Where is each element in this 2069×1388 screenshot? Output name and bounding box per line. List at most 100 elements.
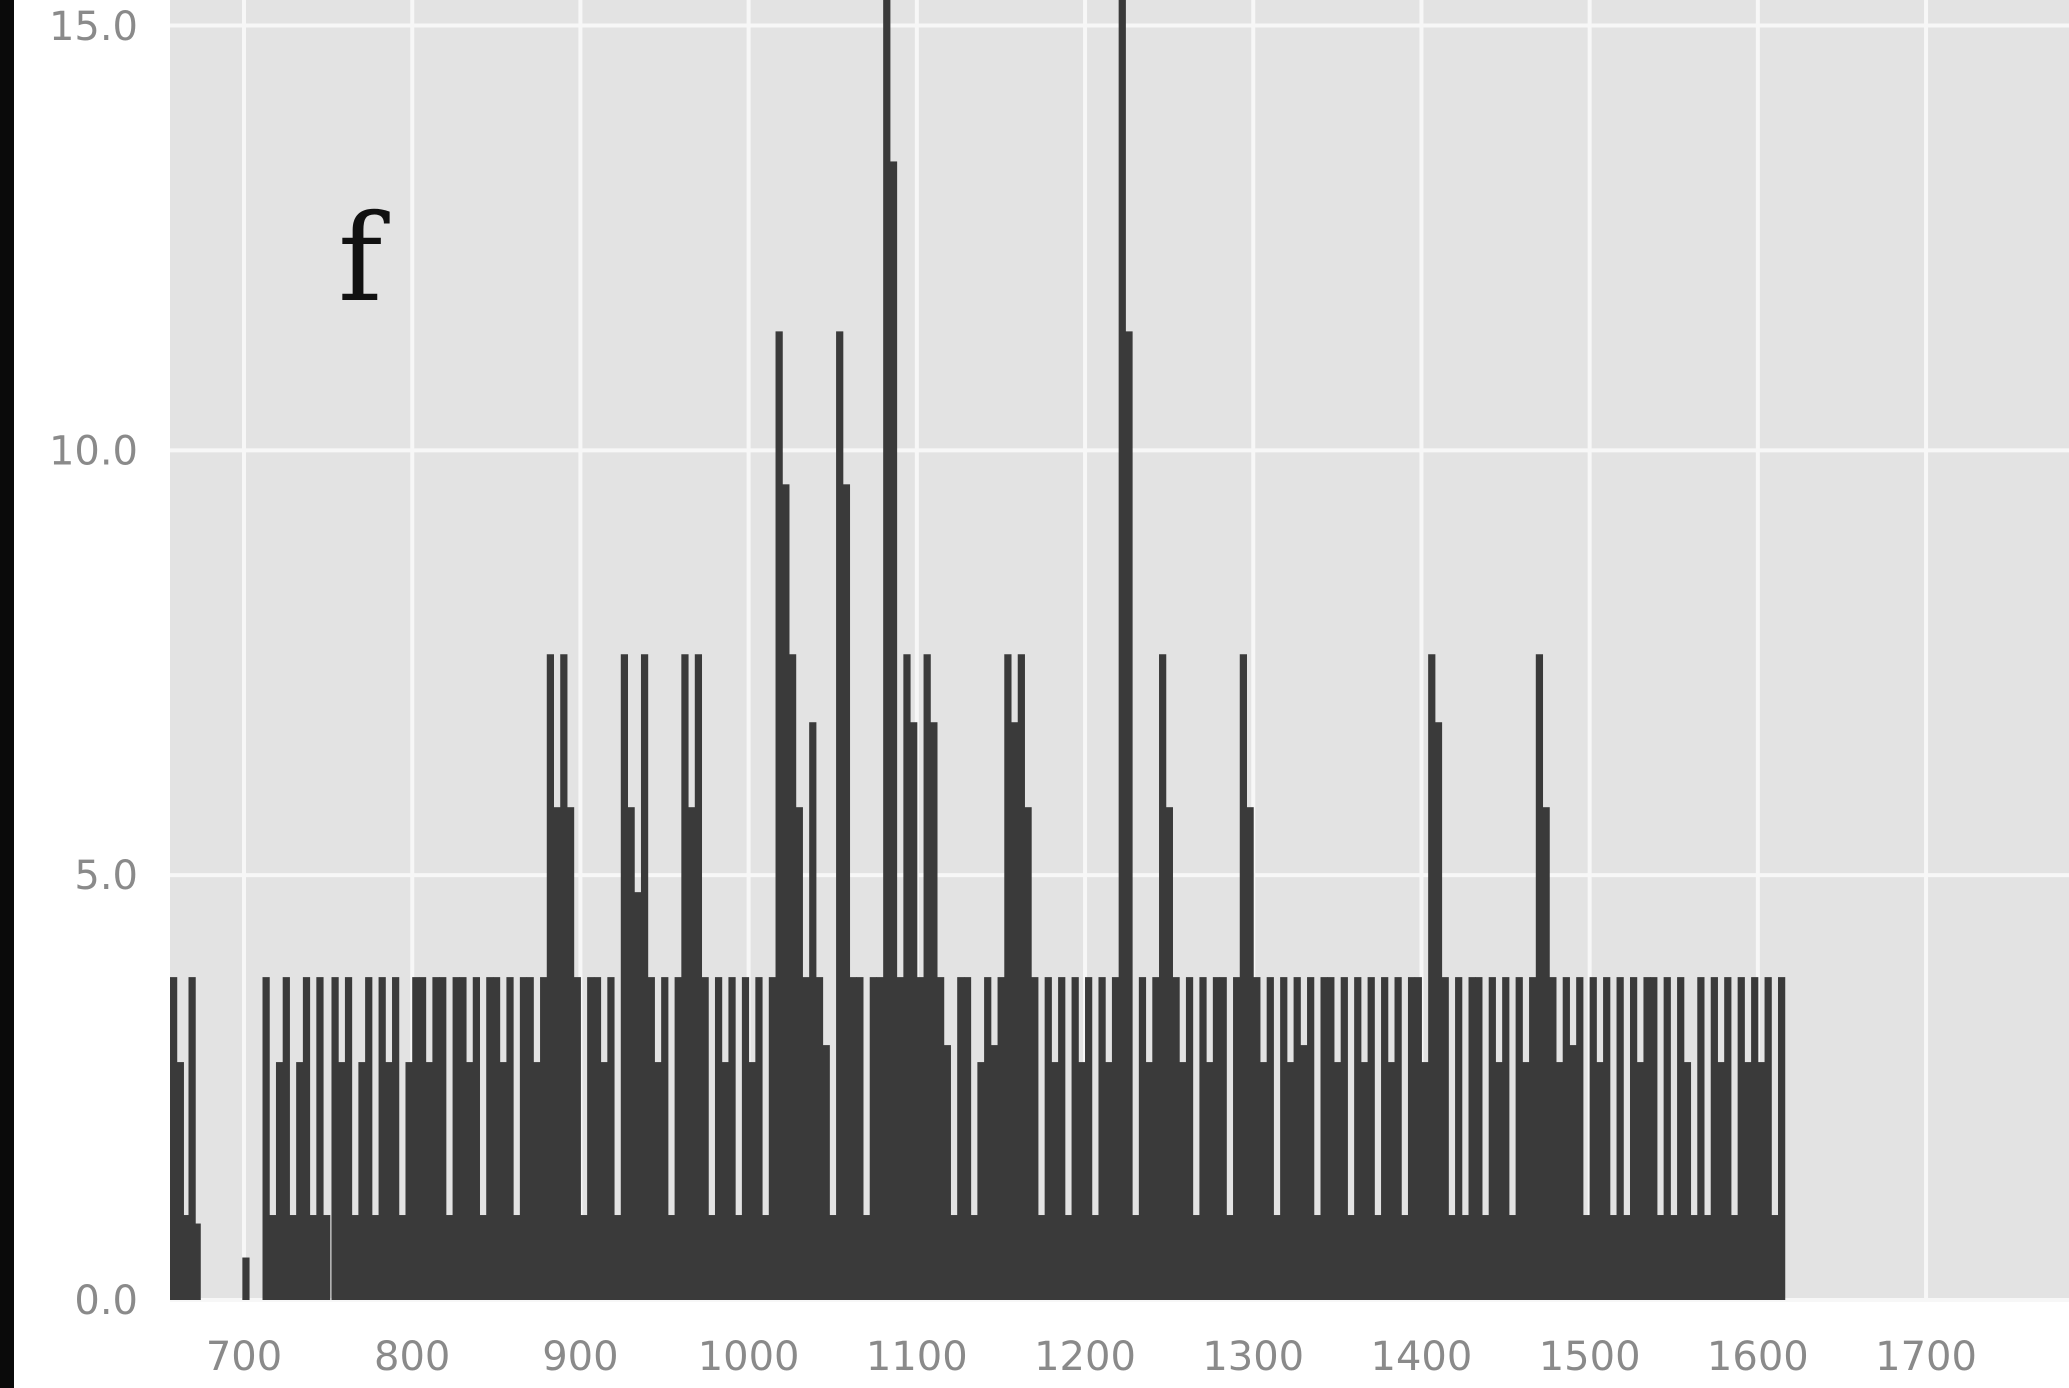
bar bbox=[916, 977, 925, 1300]
bar bbox=[1381, 977, 1389, 1300]
bar bbox=[1091, 1215, 1099, 1300]
bar bbox=[1219, 977, 1227, 1300]
bar bbox=[627, 807, 635, 1300]
bar bbox=[392, 977, 400, 1300]
bar bbox=[869, 977, 877, 1300]
bar bbox=[1206, 1062, 1214, 1300]
bar bbox=[296, 1062, 304, 1300]
bar bbox=[412, 977, 420, 1300]
bar bbox=[560, 654, 568, 1300]
bar bbox=[1199, 977, 1207, 1300]
bar bbox=[1004, 654, 1012, 1300]
bar bbox=[1098, 977, 1106, 1300]
bar bbox=[634, 892, 642, 1300]
bar bbox=[1017, 654, 1025, 1300]
bar bbox=[1300, 1045, 1308, 1300]
bar bbox=[1118, 0, 1126, 1300]
bar bbox=[1508, 1215, 1517, 1300]
y-tick-label: 15.0 bbox=[49, 4, 138, 50]
bar bbox=[1650, 977, 1658, 1300]
bar bbox=[1360, 1062, 1369, 1300]
bar bbox=[181, 1215, 190, 1300]
bar bbox=[1024, 807, 1032, 1300]
bar bbox=[714, 977, 723, 1300]
bar bbox=[1670, 1215, 1678, 1300]
bar bbox=[513, 1215, 521, 1300]
bar bbox=[1152, 977, 1160, 1300]
bar bbox=[1266, 977, 1274, 1300]
bar bbox=[815, 977, 824, 1300]
bar bbox=[1011, 722, 1019, 1300]
bar bbox=[963, 977, 972, 1300]
y-tick-label: 5.0 bbox=[74, 853, 138, 899]
bar bbox=[1562, 977, 1570, 1300]
bar bbox=[903, 654, 911, 1300]
bar bbox=[889, 161, 898, 1301]
bar bbox=[540, 977, 548, 1300]
bar bbox=[459, 977, 467, 1300]
bar bbox=[1555, 1062, 1564, 1300]
bar bbox=[1434, 722, 1443, 1300]
bar bbox=[1751, 977, 1759, 1300]
bar bbox=[553, 807, 561, 1300]
bar bbox=[694, 654, 703, 1300]
bar bbox=[997, 977, 1005, 1300]
x-tick-label: 1300 bbox=[1202, 1334, 1304, 1380]
bar bbox=[735, 1215, 743, 1300]
bar bbox=[1576, 977, 1584, 1300]
bar bbox=[829, 1215, 837, 1300]
bar bbox=[788, 654, 797, 1300]
bar bbox=[1064, 1215, 1073, 1300]
bar bbox=[984, 977, 992, 1300]
bar bbox=[856, 977, 864, 1300]
bar bbox=[188, 977, 196, 1300]
y-tick-label: 10.0 bbox=[49, 428, 138, 474]
bar bbox=[533, 1062, 541, 1300]
bar bbox=[1085, 977, 1093, 1300]
bar bbox=[466, 1062, 474, 1300]
bar bbox=[768, 977, 777, 1300]
bar bbox=[580, 1215, 588, 1300]
bar bbox=[1428, 654, 1436, 1300]
bar bbox=[1159, 654, 1167, 1300]
bar bbox=[1233, 977, 1241, 1300]
x-tick-label: 1100 bbox=[866, 1334, 968, 1380]
bar bbox=[1246, 807, 1254, 1300]
bar bbox=[1710, 977, 1718, 1300]
bar bbox=[1502, 977, 1510, 1300]
bar bbox=[1259, 1062, 1268, 1300]
bar bbox=[990, 1045, 999, 1300]
bar bbox=[640, 654, 649, 1300]
bar bbox=[1172, 977, 1180, 1300]
bar bbox=[1111, 977, 1120, 1300]
bar bbox=[923, 654, 931, 1300]
bar bbox=[957, 977, 965, 1300]
bar bbox=[661, 977, 669, 1300]
bar bbox=[1542, 807, 1550, 1300]
bar bbox=[1623, 1215, 1631, 1300]
bar bbox=[896, 977, 904, 1300]
bar bbox=[1677, 977, 1685, 1300]
bar bbox=[323, 1215, 331, 1300]
bar bbox=[1764, 977, 1772, 1300]
bar bbox=[546, 654, 555, 1300]
bar bbox=[405, 1062, 413, 1300]
bar bbox=[439, 977, 447, 1300]
bar bbox=[1192, 1215, 1200, 1300]
panel-label: f bbox=[338, 190, 390, 329]
bar bbox=[1387, 1062, 1396, 1300]
bar bbox=[358, 1062, 366, 1300]
bar bbox=[1603, 977, 1611, 1300]
bar bbox=[614, 1215, 622, 1300]
bar bbox=[1730, 1215, 1739, 1300]
bar bbox=[1529, 977, 1537, 1300]
bar bbox=[836, 331, 844, 1300]
bar bbox=[1354, 977, 1362, 1300]
bar bbox=[1744, 1062, 1752, 1300]
bar bbox=[1044, 977, 1052, 1300]
bar bbox=[1105, 1062, 1113, 1300]
bar bbox=[566, 807, 575, 1300]
bar bbox=[607, 977, 615, 1300]
bar bbox=[472, 977, 480, 1300]
bar bbox=[1455, 977, 1463, 1300]
